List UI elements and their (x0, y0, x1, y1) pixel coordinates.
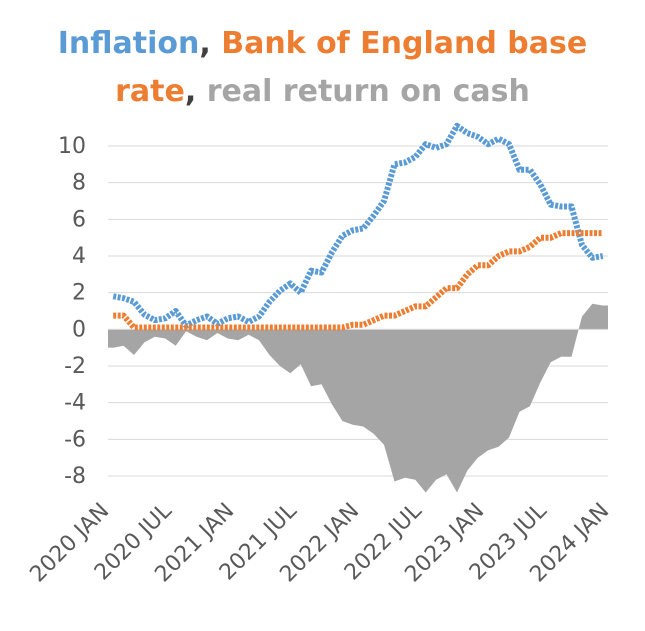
y-tick-label: 4 (72, 244, 86, 269)
title-real-return: real return on cash (206, 74, 530, 109)
y-tick-label: 10 (58, 134, 86, 159)
title-inflation: Inflation (57, 26, 200, 61)
y-tick-label: 2 (72, 281, 86, 306)
y-tick-label: -4 (64, 391, 86, 416)
series-lines-layer (112, 122, 604, 331)
title-separator-2: , (184, 74, 207, 109)
title-base-rate: Bank of England base (221, 26, 588, 61)
y-tick-label: -8 (64, 464, 86, 489)
inflation-line (112, 122, 604, 329)
grid-lines (108, 145, 608, 477)
y-tick-label: 0 (72, 317, 86, 342)
chart-title-line1: Inflation, Bank of England base (0, 20, 645, 68)
bank-of-england-base-rate-line (113, 230, 603, 331)
title-separator-1: , (199, 26, 222, 61)
y-axis: 10 8 6 4 2 0 -2 -4 -6 -8 (58, 134, 86, 489)
real-return-area-layer (108, 303, 608, 493)
y-tick-label: -6 (64, 427, 86, 452)
y-tick-label: -2 (64, 354, 86, 379)
chart-title: Inflation, Bank of England base rate, re… (0, 20, 645, 116)
chart-title-line2: rate, real return on cash (0, 68, 645, 116)
y-tick-label: 6 (72, 207, 86, 232)
real-return-area (108, 303, 608, 493)
title-base-rate-cont: rate (115, 74, 185, 109)
y-tick-label: 8 (72, 171, 86, 196)
